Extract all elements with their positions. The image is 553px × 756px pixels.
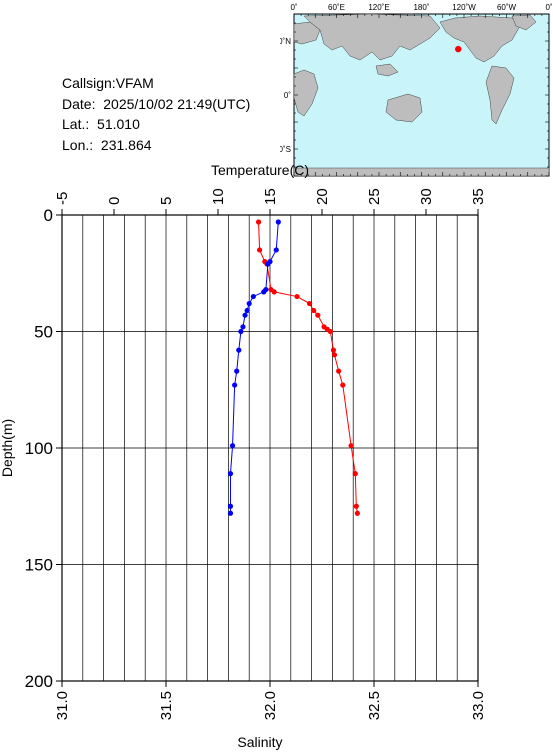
salinity-point bbox=[232, 382, 238, 388]
salinity-point bbox=[275, 219, 281, 225]
temperature-tick-label: 0 bbox=[106, 197, 123, 205]
temperature-ticks: -5 0 5 10 15 20 25 30 35 bbox=[54, 188, 487, 215]
salinity-point bbox=[234, 368, 240, 374]
salinity-point bbox=[273, 247, 279, 253]
temperature-point bbox=[294, 293, 300, 300]
temperature-point bbox=[336, 368, 342, 374]
salinity-point bbox=[227, 471, 234, 477]
temperature-point bbox=[271, 289, 277, 295]
salinity-point bbox=[236, 347, 242, 353]
map-lon-labels: 0˚ 60˚E 120˚E 180˚ 120˚W 60˚W 0˚ bbox=[290, 3, 552, 12]
salinity-ticks: 31.0 31.5 32.0 32.5 33.0 bbox=[54, 681, 487, 720]
temperature-point bbox=[340, 382, 346, 388]
map-lon-label: 60˚W bbox=[497, 3, 517, 12]
salinity-tick-label: 31.5 bbox=[158, 691, 175, 720]
temperature-point bbox=[331, 352, 338, 358]
temperature-tick-label: 15 bbox=[262, 188, 279, 205]
lat-value: 51.010 bbox=[97, 116, 140, 132]
temperature-point bbox=[315, 312, 321, 318]
depth-tick-label: 0 bbox=[44, 206, 53, 225]
salinity-point bbox=[227, 503, 234, 509]
salinity-point bbox=[244, 307, 250, 314]
temperature-point bbox=[255, 219, 262, 225]
map-lat-labels: 60˚N 0˚ 60˚S bbox=[274, 37, 292, 154]
series-layer bbox=[227, 219, 360, 516]
salinity-point bbox=[265, 261, 271, 267]
station-info: Callsign:VFAM Date: 2025/10/02 21:49(UTC… bbox=[62, 73, 250, 155]
salinity-point bbox=[242, 312, 248, 318]
location-map: 0˚ 60˚E 120˚E 180˚ 120˚W 60˚W 0˚ 60˚N 0˚ 60˚S bbox=[274, 0, 553, 190]
temperature-point bbox=[327, 328, 333, 335]
depth-tick-label: 100 bbox=[25, 439, 53, 458]
station-marker bbox=[455, 45, 462, 53]
temperature-tick-label: -5 bbox=[54, 192, 71, 205]
map-lon-label: 120˚E bbox=[368, 3, 389, 12]
salinity-point bbox=[261, 289, 267, 295]
callsign-label: Callsign: bbox=[62, 75, 116, 91]
temperature-tick-label: 5 bbox=[158, 197, 175, 205]
lon-value: 231.864 bbox=[100, 136, 152, 153]
salinity-tick-label: 31.0 bbox=[54, 691, 71, 720]
temperature-point bbox=[353, 503, 359, 509]
temperature-point bbox=[311, 307, 317, 314]
depth-tick-label: 200 bbox=[25, 672, 53, 691]
temperature-tick-label: 20 bbox=[314, 188, 331, 205]
map-lon-label: 60˚E bbox=[328, 3, 345, 12]
temperature-tick-label: 35 bbox=[470, 188, 487, 205]
map-land bbox=[293, 13, 550, 177]
salinity-tick-label: 33.0 bbox=[470, 691, 487, 720]
depth-ticks: 0 50 100 150 200 bbox=[25, 206, 62, 691]
temperature-tick-label: 30 bbox=[418, 188, 435, 205]
callsign-row: Callsign:VFAM bbox=[62, 73, 250, 94]
depth-axis-title: Depth(m) bbox=[0, 419, 15, 477]
salinity-tick-label: 32.5 bbox=[366, 691, 383, 720]
depth-tick-label: 150 bbox=[25, 556, 53, 575]
map-lon-label: 120˚W bbox=[452, 3, 476, 12]
temperature-point bbox=[352, 471, 358, 477]
temperature-point bbox=[354, 510, 360, 516]
depth-tick-label: 50 bbox=[34, 323, 53, 342]
salinity-tick-label: 32.0 bbox=[262, 691, 279, 720]
lat-row: Lat.: 51.010 bbox=[62, 114, 250, 135]
map-ticks bbox=[293, 13, 550, 177]
callsign-value: VFAM bbox=[115, 75, 154, 91]
temperature-tick-label: 25 bbox=[366, 188, 383, 205]
map-lon-label: 0˚ bbox=[545, 3, 552, 12]
temperature-line bbox=[258, 221, 358, 514]
date-value: 2025/10/02 21:49(UTC) bbox=[103, 95, 251, 112]
profile-chart-svg: -5 0 5 10 15 20 25 30 35 31.0 31.5 32.0 32.5 33.0 05… bbox=[0, 162, 487, 750]
map-lat-label: 0˚ bbox=[284, 91, 291, 100]
date-row: Date: 2025/10/02 21:49(UTC) bbox=[62, 94, 250, 115]
salinity-point bbox=[240, 324, 246, 330]
map-lat-label: 60˚S bbox=[280, 145, 291, 154]
salinity-point bbox=[238, 328, 244, 335]
temperature-axis-title: Temperature(C) bbox=[211, 162, 309, 178]
temperature-point bbox=[257, 247, 263, 253]
salinity-axis-title: Salinity bbox=[237, 734, 282, 750]
salinity-line bbox=[229, 221, 279, 514]
temperature-tick-label: 10 bbox=[210, 188, 227, 205]
date-label: Date: bbox=[62, 95, 96, 112]
salinity-point bbox=[227, 510, 234, 516]
temperature-point bbox=[330, 347, 337, 353]
map-lat-label: 60˚N bbox=[280, 37, 291, 46]
lat-label: Lat.: bbox=[62, 116, 90, 132]
salinity-point bbox=[250, 293, 256, 300]
lon-row: Lon.: 231.864 bbox=[62, 135, 250, 156]
map-lon-label: 180˚ bbox=[413, 3, 429, 12]
salinity-point bbox=[229, 443, 236, 449]
temperature-point bbox=[348, 443, 354, 449]
salinity-point bbox=[246, 300, 252, 307]
temperature-point bbox=[306, 300, 313, 307]
map-lon-label: 0˚ bbox=[290, 3, 297, 12]
world-map: 0˚ 60˚E 120˚E 180˚ 120˚W 60˚W 0˚ 60˚N 0˚ 60˚S bbox=[274, 3, 553, 177]
lon-label: Lon.: bbox=[62, 136, 94, 153]
